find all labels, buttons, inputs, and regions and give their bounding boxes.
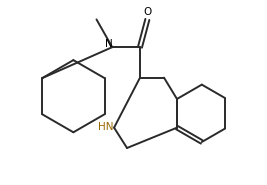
Text: O: O bbox=[143, 7, 151, 17]
Text: N: N bbox=[105, 39, 113, 49]
Text: HN: HN bbox=[98, 122, 113, 132]
